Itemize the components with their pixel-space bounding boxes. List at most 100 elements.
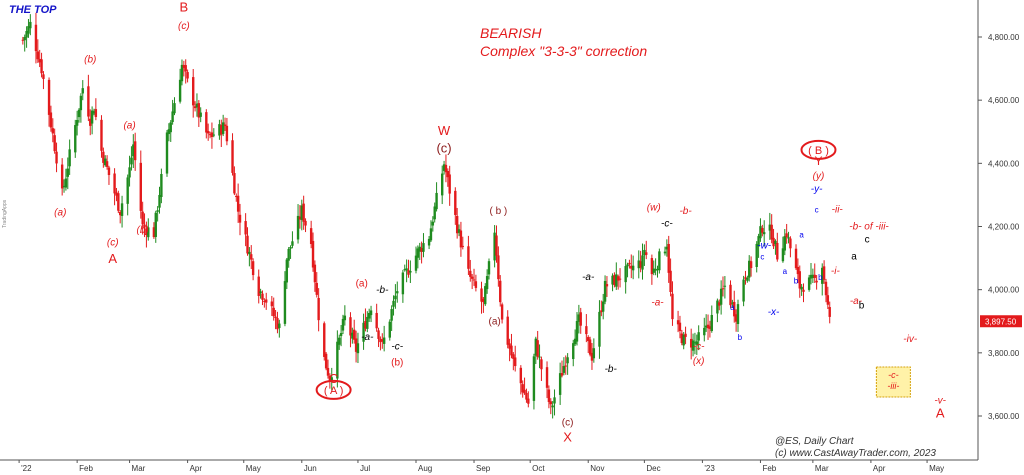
candle-body — [540, 359, 543, 370]
candle-body — [545, 367, 549, 388]
candle-body — [36, 51, 40, 60]
x-tick-label: Dec — [646, 464, 660, 473]
candle-body — [349, 317, 352, 336]
candle-body — [616, 276, 620, 281]
wave-label: (c) — [436, 140, 451, 155]
candle-body — [678, 322, 682, 332]
candle-body — [442, 164, 446, 171]
candle-body — [534, 338, 538, 356]
candle-body — [470, 276, 474, 279]
candle-body — [238, 214, 242, 223]
candle-body — [223, 124, 227, 126]
candle-body — [643, 249, 646, 256]
candle-body — [263, 300, 266, 302]
candle-body — [519, 367, 523, 384]
candle-body — [298, 216, 302, 220]
wave-label: (y) — [813, 171, 825, 182]
candle-body — [105, 161, 109, 167]
wave-label: b — [859, 301, 865, 312]
candle-body — [274, 316, 277, 319]
wave-label: -b- — [605, 364, 618, 375]
candle-body — [173, 103, 176, 114]
candle-body — [77, 109, 81, 118]
candle-body — [195, 103, 199, 108]
chart-title: BEARISH — [480, 25, 542, 41]
candle-body — [789, 238, 792, 249]
candle-body — [703, 327, 706, 336]
wave-label: (a) — [488, 316, 500, 327]
candle-body — [658, 251, 661, 271]
candle-body — [652, 268, 655, 273]
candle-body — [367, 312, 371, 319]
wave-label: a — [851, 252, 857, 263]
candle-body — [746, 277, 749, 281]
wave-label: b — [794, 276, 799, 285]
candle-body — [130, 157, 133, 165]
candle-body — [283, 281, 287, 324]
candle-body — [25, 30, 28, 38]
candle-body — [160, 173, 163, 198]
wave-label: -a- — [582, 272, 595, 283]
candle-body — [27, 26, 30, 34]
candle-body — [141, 211, 144, 225]
candle-body — [631, 265, 635, 271]
candle-body — [731, 302, 734, 304]
candle-body — [259, 291, 262, 294]
candle-body — [587, 337, 590, 342]
candle-body — [414, 255, 418, 271]
candle-body — [210, 132, 214, 137]
candle-body — [388, 321, 391, 338]
target-zone-label: -iii- — [887, 381, 899, 391]
candle-body — [341, 318, 345, 331]
candle-body — [133, 141, 137, 161]
candle-body — [493, 232, 496, 261]
y-tick-label: 4,400.00 — [988, 159, 1020, 168]
candle-body — [572, 343, 575, 360]
candle-body — [826, 295, 830, 305]
candle-body — [523, 389, 526, 394]
candle-body — [637, 260, 640, 269]
candle-body — [158, 194, 161, 208]
candle-body — [691, 340, 695, 351]
candle-body — [364, 320, 367, 329]
candle-body — [704, 325, 708, 328]
candle-body — [394, 295, 397, 300]
candle-body — [828, 307, 831, 317]
candle-body — [431, 221, 435, 226]
candle-body — [100, 119, 103, 151]
candle-body — [547, 389, 551, 402]
candle-body — [418, 246, 421, 252]
candle-body — [336, 341, 339, 379]
last-price-box — [980, 315, 1022, 328]
candle-body — [197, 103, 201, 118]
candle-body — [729, 284, 732, 306]
candle-body — [354, 338, 358, 352]
candle-body — [549, 401, 552, 405]
candle-body — [457, 229, 461, 233]
candle-body — [440, 173, 444, 196]
candle-body — [461, 245, 464, 247]
candle-body — [152, 227, 156, 238]
candle-body — [309, 228, 313, 244]
candle-body — [495, 235, 498, 256]
candle-body — [736, 304, 740, 325]
candle-body — [444, 164, 448, 173]
wave-label: c — [815, 205, 819, 214]
candle-body — [113, 173, 116, 194]
candle-body — [824, 281, 828, 296]
candle-body — [774, 240, 777, 244]
candle-body — [669, 270, 672, 293]
candle-body — [118, 211, 122, 216]
candle-body — [338, 337, 341, 345]
circled-wave-ellipse — [315, 379, 352, 400]
candle-body — [156, 210, 159, 212]
wave-label: -w- — [757, 241, 772, 252]
candle-body — [706, 324, 710, 329]
candle-body — [719, 288, 723, 305]
candle-body — [208, 134, 212, 136]
candle-body — [733, 301, 736, 317]
candle-body — [467, 246, 470, 269]
candle-body — [592, 348, 596, 359]
candle-body — [313, 264, 317, 283]
